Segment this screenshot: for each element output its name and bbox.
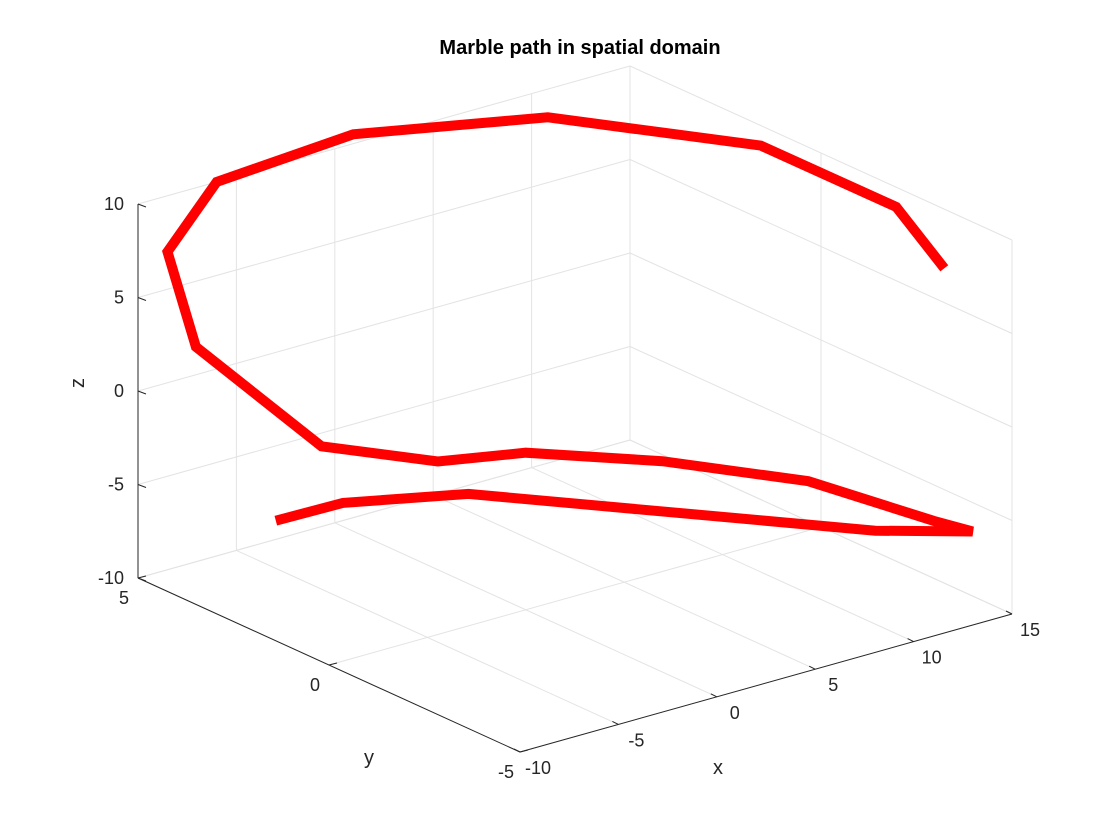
z-tick-label: 10 (104, 194, 124, 214)
grid-line (137, 346, 631, 485)
y-tick-label: -5 (498, 762, 514, 782)
z-tick-label: 5 (114, 288, 124, 308)
z-tick-mark (137, 577, 147, 582)
x-tick-label: 5 (828, 675, 838, 695)
z-tick-mark (137, 297, 147, 301)
y-axis-label: y (364, 747, 374, 769)
z-axis-label: z (67, 378, 89, 388)
x-tick-mark (1005, 610, 1013, 615)
y-tick-label: 0 (310, 675, 320, 695)
x-tick-label: 0 (730, 703, 740, 723)
grid-line (629, 65, 1013, 241)
z-tick-label: -5 (108, 475, 124, 495)
grid-line (629, 252, 1013, 428)
x-tick-mark (513, 748, 521, 753)
z-tick-mark (137, 390, 147, 395)
y-tick-mark (137, 575, 147, 579)
series-layer (162, 112, 974, 537)
x-tick-mark (612, 720, 619, 725)
z-tick-label: 0 (114, 381, 124, 401)
grid-line (137, 252, 631, 392)
x-tick-label: 10 (922, 648, 942, 668)
grid-line (328, 526, 822, 666)
y-tick-mark (328, 662, 338, 666)
x-axis-label: x (713, 757, 723, 779)
x-tick-mark (808, 665, 816, 670)
x-tick-label: 15 (1020, 620, 1040, 640)
grid-line (137, 439, 631, 579)
x-tick-mark (907, 638, 914, 643)
y-tick-mark (519, 749, 529, 753)
y-tick-label: 5 (119, 588, 129, 608)
x-tick-label: -5 (628, 730, 644, 750)
chart-title: Marble path in spatial domain (439, 37, 720, 59)
grid-line (629, 346, 1013, 521)
marble-path-line (162, 112, 974, 537)
z-tick-label: -10 (98, 568, 124, 588)
x-tick-label: -10 (525, 758, 551, 778)
axis-layer (137, 203, 1013, 753)
z-tick-mark (137, 203, 147, 208)
grid-line (137, 159, 631, 298)
grid-line (629, 159, 1013, 334)
x-axis-line (519, 613, 1013, 753)
z-tick-mark (137, 484, 147, 488)
x-tick-mark (710, 693, 718, 698)
